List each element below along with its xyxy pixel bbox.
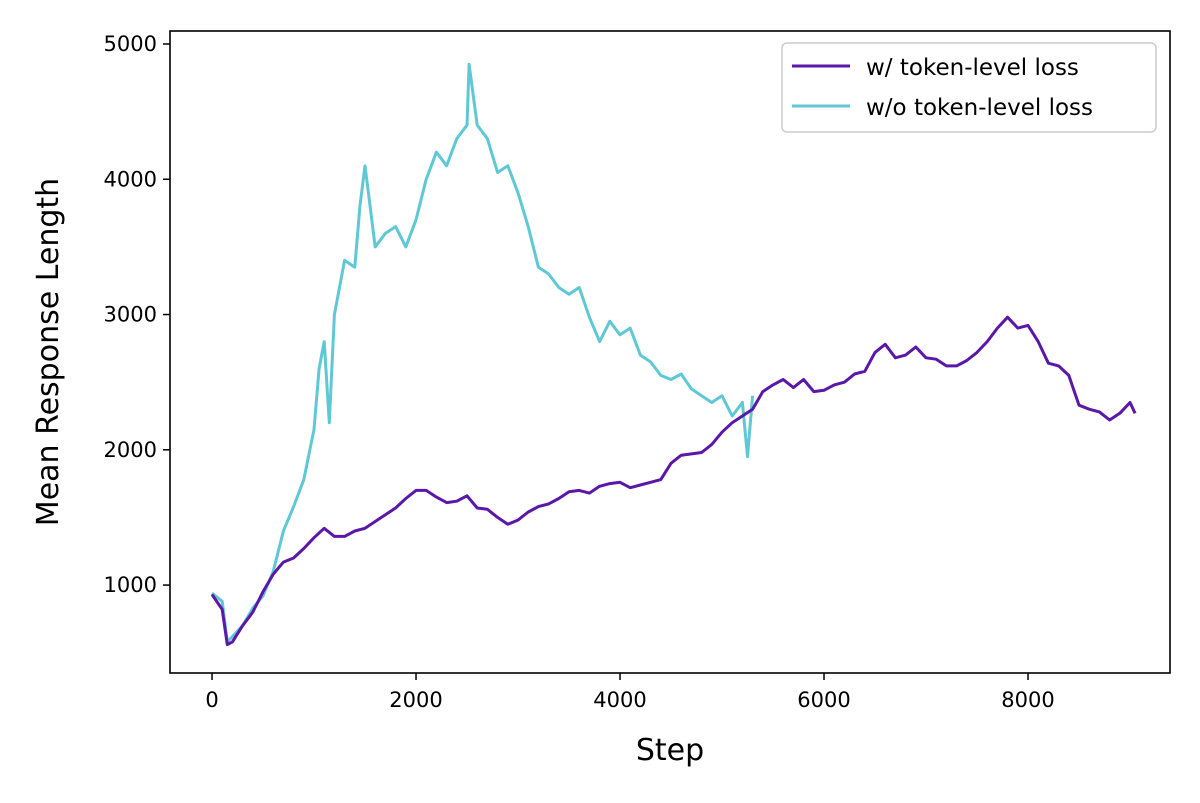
x-tick-label: 6000 [797,688,850,712]
legend-label-wo-token-loss: w/o token-level loss [866,95,1093,121]
legend-label-w-token-loss: w/ token-level loss [866,55,1079,81]
y-tick-label: 5000 [104,32,157,56]
legend: w/ token-level loss w/o token-level loss [781,42,1157,133]
x-tick-label: 2000 [389,688,442,712]
x-tick-label: 0 [205,688,218,712]
y-tick-label: 3000 [104,303,157,327]
x-axis-label: Step [636,733,704,768]
y-tick-label: 2000 [104,438,157,462]
y-tick-label: 4000 [104,167,157,191]
series-layer [210,62,1137,647]
x-tick-label: 4000 [593,688,646,712]
y-axis-label: Mean Response Length [31,178,66,526]
legend-box [781,42,1157,133]
series-line-1 [211,62,755,644]
series-line-0 [210,315,1137,647]
y-tick-label: 1000 [104,573,157,597]
x-tick-label: 8000 [1001,688,1054,712]
axis-ticks: 0 2000 4000 6000 8000 1000 2000 3000 4000 5000 [104,32,1055,712]
plot-frame [169,30,1171,674]
